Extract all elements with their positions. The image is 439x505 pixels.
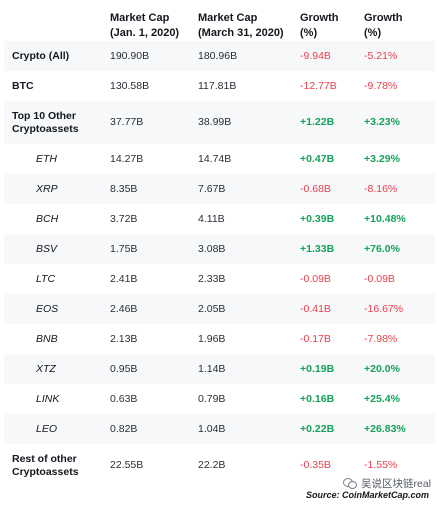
asset-name: ETH	[36, 152, 57, 165]
market-cap-mar: 0.79B	[198, 392, 226, 405]
table-row: XRP 8.35B 7.67B -0.68B -8.16%	[4, 174, 435, 204]
table-row: Crypto (All) 190.90B 180.96B -9.94B -5.2…	[4, 41, 435, 71]
growth-pct: -5.21%	[356, 41, 435, 71]
table-row: LEO 0.82B 1.04B +0.22B +26.83%	[4, 414, 435, 444]
growth-abs: -9.94B	[292, 41, 356, 71]
header-market-cap-mar: Market Cap (March 31, 2020)	[198, 12, 284, 39]
market-cap-jan: 37.77B	[102, 101, 190, 144]
market-cap-jan: 14.27B	[110, 152, 144, 165]
market-cap-table: Market Cap (Jan. 1, 2020) Market Cap (Ma…	[4, 4, 435, 487]
market-cap-mar: 38.99B	[190, 101, 292, 144]
asset-name: XTZ	[4, 354, 102, 384]
header-market-cap-jan: Market Cap (Jan. 1, 2020)	[110, 12, 180, 39]
growth-pct: +76.0%	[356, 234, 435, 264]
asset-name: LINK	[36, 392, 60, 405]
growth-pct: +3.29%	[364, 152, 400, 165]
table-body: Crypto (All) 190.90B 180.96B -9.94B -5.2…	[4, 41, 435, 487]
growth-abs: +0.39B	[300, 212, 335, 225]
table-row: BSV 1.75B 3.08B +1.33B +76.0%	[4, 234, 435, 264]
table-row: XTZ 0.95B 1.14B +0.19B +20.0%	[4, 354, 435, 384]
growth-abs: -0.17B	[300, 332, 331, 345]
asset-name: Crypto (All)	[4, 41, 102, 71]
market-cap-jan: 2.41B	[110, 272, 138, 285]
growth-abs: +0.22B	[292, 414, 356, 444]
market-cap-mar: 4.11B	[198, 212, 225, 225]
header-asset	[4, 4, 102, 41]
table-row: Top 10 Other Cryptoassets 37.77B 38.99B …	[4, 101, 435, 144]
growth-pct: -8.16%	[356, 174, 435, 204]
asset-name: Rest of other Cryptoassets	[12, 452, 79, 478]
growth-abs: -0.09B	[300, 272, 331, 285]
table-row: Rest of other Cryptoassets 22.55B 22.2B …	[4, 444, 435, 487]
market-cap-mar: 1.96B	[198, 332, 226, 345]
asset-name: LEO	[4, 414, 102, 444]
market-cap-mar: 2.33B	[198, 272, 226, 285]
growth-pct: -1.55%	[364, 459, 398, 471]
market-cap-mar: 22.2B	[198, 459, 226, 471]
growth-abs: -12.77B	[300, 79, 337, 92]
table-row: BCH 3.72B 4.11B +0.39B +10.48%	[4, 204, 435, 234]
header-row: Market Cap (Jan. 1, 2020) Market Cap (Ma…	[4, 4, 435, 41]
table-row: LTC 2.41B 2.33B -0.09B -0.09B	[4, 264, 435, 294]
growth-pct: +3.23%	[356, 101, 435, 144]
market-cap-jan: 0.82B	[102, 414, 190, 444]
asset-name: Top 10 Other Cryptoassets	[4, 101, 102, 144]
table-row: BTC 130.58B 117.81B -12.77B -9.78%	[4, 71, 435, 101]
growth-abs: +0.19B	[292, 354, 356, 384]
market-cap-mar: 117.81B	[198, 79, 237, 92]
table-row: ETH 14.27B 14.74B +0.47B +3.29%	[4, 144, 435, 174]
growth-pct: +26.83%	[356, 414, 435, 444]
watermark: 吴说区块链real	[342, 476, 431, 491]
table-header: Market Cap (Jan. 1, 2020) Market Cap (Ma…	[4, 4, 435, 41]
asset-name: LTC	[36, 272, 56, 285]
market-cap-jan: 0.95B	[102, 354, 190, 384]
market-cap-jan: 2.13B	[110, 332, 138, 345]
market-cap-jan: 190.90B	[102, 41, 190, 71]
market-cap-jan: 8.35B	[102, 174, 190, 204]
market-cap-mar: 3.08B	[190, 234, 292, 264]
asset-name: BSV	[4, 234, 102, 264]
market-cap-mar: 2.05B	[190, 294, 292, 324]
wechat-icon	[342, 478, 357, 489]
asset-name: XRP	[4, 174, 102, 204]
table-row: EOS 2.46B 2.05B -0.41B -16.67%	[4, 294, 435, 324]
header-growth-pct: Growth (%)	[364, 12, 403, 39]
growth-abs: +0.16B	[300, 392, 335, 405]
growth-pct: +20.0%	[356, 354, 435, 384]
market-cap-jan: 0.63B	[110, 392, 138, 405]
market-cap-jan: 130.58B	[110, 79, 150, 92]
market-cap-mar: 7.67B	[190, 174, 292, 204]
growth-pct: -7.98%	[364, 332, 398, 345]
header-growth-abs: Growth (%)	[300, 12, 339, 39]
growth-abs: +1.22B	[292, 101, 356, 144]
market-cap-mar: 1.14B	[190, 354, 292, 384]
table-row: BNB 2.13B 1.96B -0.17B -7.98%	[4, 324, 435, 354]
asset-name: BTC	[12, 79, 34, 92]
asset-name: BCH	[36, 212, 59, 225]
market-cap-jan: 3.72B	[110, 212, 138, 225]
growth-pct: -16.67%	[356, 294, 435, 324]
growth-pct: +10.48%	[364, 212, 406, 225]
market-cap-mar: 180.96B	[190, 41, 292, 71]
market-cap-mar: 1.04B	[190, 414, 292, 444]
watermark-text: 吴说区块链real	[360, 478, 431, 490]
asset-name: BNB	[36, 332, 58, 345]
growth-pct: +25.4%	[364, 392, 400, 405]
growth-abs: +1.33B	[292, 234, 356, 264]
asset-name: EOS	[4, 294, 102, 324]
market-cap-jan: 2.46B	[102, 294, 190, 324]
growth-abs: -0.35B	[300, 459, 331, 471]
growth-abs: +0.47B	[300, 152, 335, 165]
growth-abs: -0.41B	[292, 294, 356, 324]
market-cap-mar: 14.74B	[198, 152, 232, 165]
growth-abs: -0.68B	[292, 174, 356, 204]
table-row: LINK 0.63B 0.79B +0.16B +25.4%	[4, 384, 435, 414]
source-note: Source: CoinMarketCap.com	[305, 490, 429, 500]
market-cap-jan: 22.55B	[110, 459, 144, 471]
growth-pct: -9.78%	[364, 79, 398, 92]
growth-pct: -0.09B	[364, 272, 395, 285]
market-cap-jan: 1.75B	[102, 234, 190, 264]
